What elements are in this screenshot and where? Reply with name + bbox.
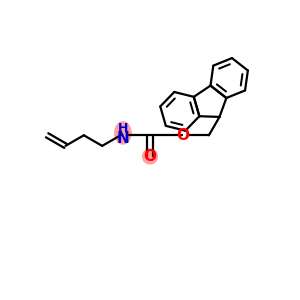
Text: H: H bbox=[118, 122, 128, 135]
Text: N: N bbox=[116, 131, 129, 146]
Ellipse shape bbox=[114, 121, 132, 145]
Text: O: O bbox=[176, 128, 189, 143]
Text: O: O bbox=[143, 149, 157, 164]
Ellipse shape bbox=[142, 148, 158, 165]
